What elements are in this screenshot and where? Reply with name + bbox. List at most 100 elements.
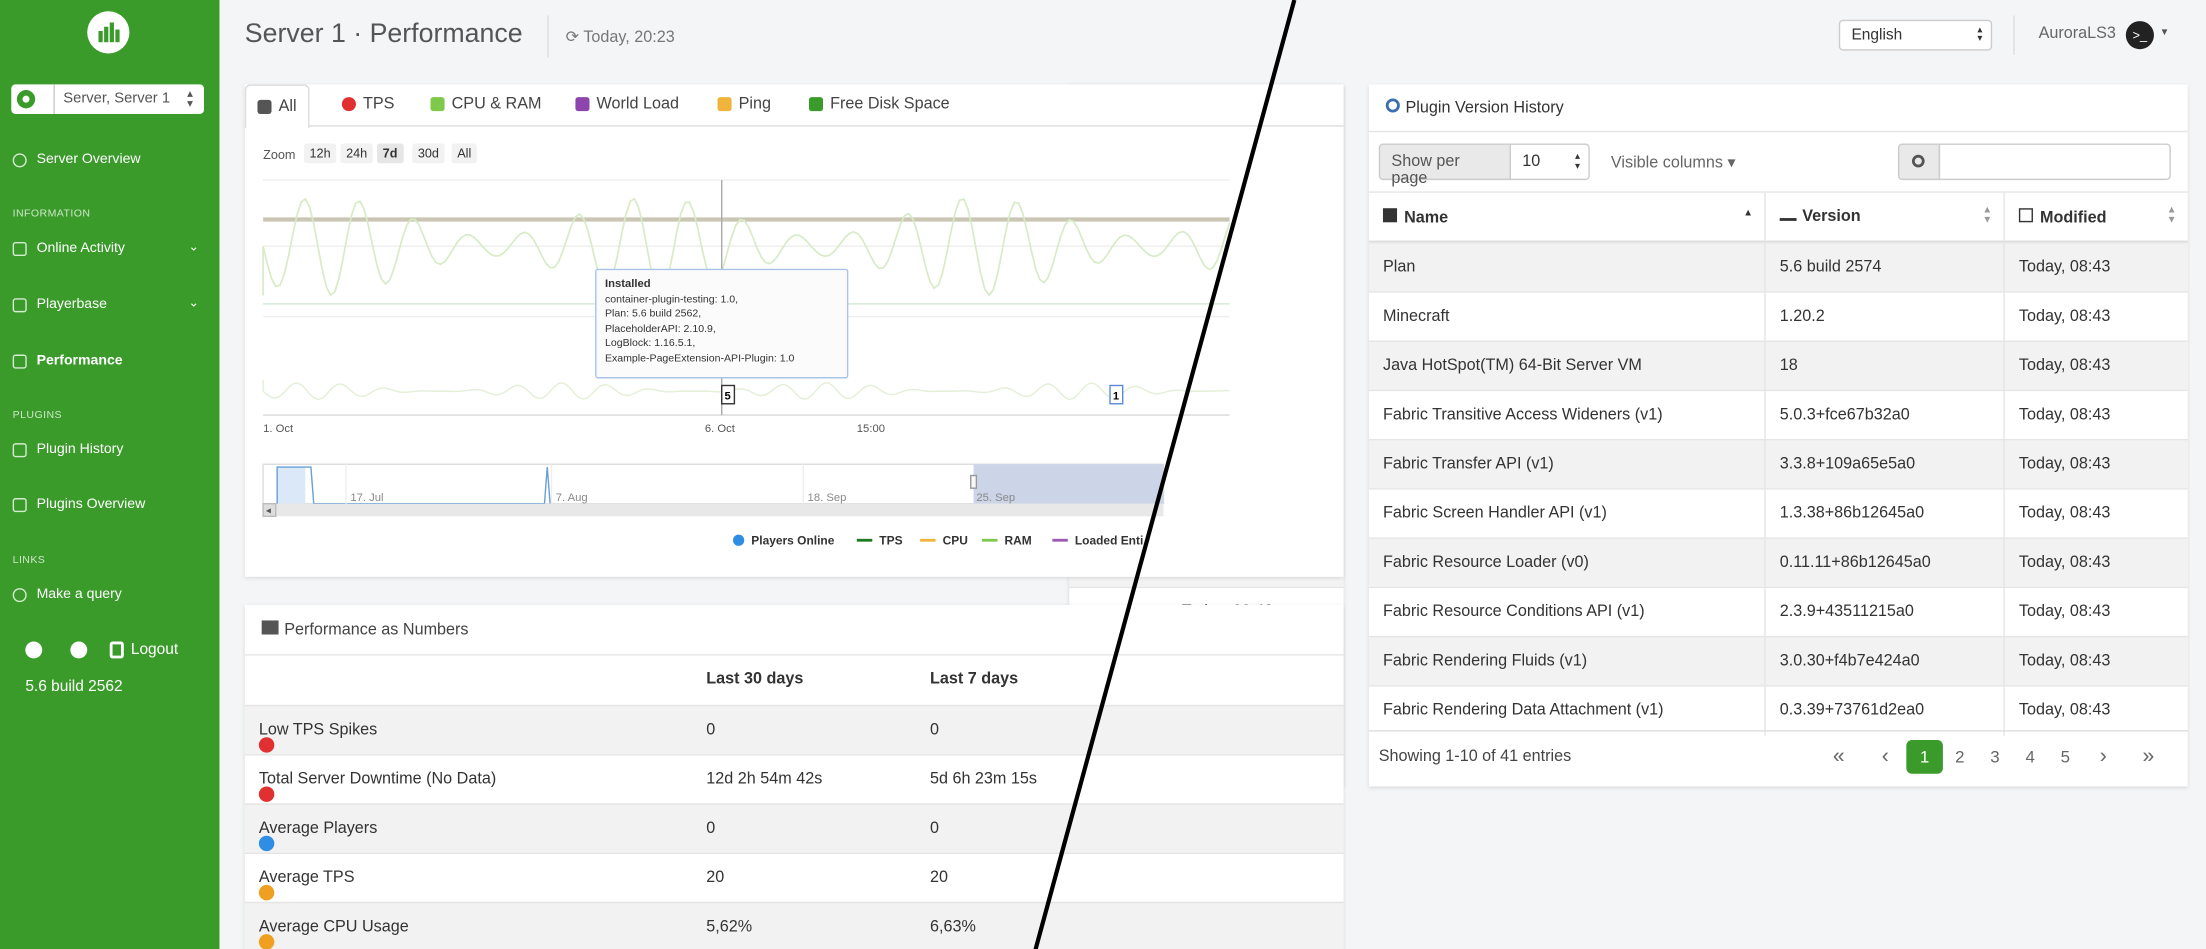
logout-label: Logout: [130, 641, 179, 659]
legend-tps[interactable]: TPS: [856, 533, 903, 547]
hdd-icon: [808, 97, 824, 112]
terminal-avatar-icon[interactable]: >_: [2125, 21, 2154, 50]
page-button[interactable]: 1: [1906, 740, 1943, 774]
help-circle-icon[interactable]: [70, 641, 88, 659]
server-select[interactable]: Server, Server 1 ▴ ▾: [11, 84, 204, 114]
sidebar-item-online-activity[interactable]: Online Activity: [12, 241, 125, 256]
plan-logo-icon[interactable]: [87, 11, 130, 54]
performance-graph[interactable]: 5 1 ◂: [245, 169, 1344, 521]
numbers-row: Average Players 0 0: [244, 803, 1344, 853]
per-page-select[interactable]: 10 ▴ ▾: [1509, 143, 1590, 181]
sort-icon: ▲ ▼: [1982, 205, 1993, 226]
next-page-button[interactable]: ›: [2099, 744, 2107, 769]
sidebar-item-plugin-history[interactable]: Plugin History: [12, 442, 123, 457]
refresh-indicator[interactable]: ⟳ Today, 20:23: [566, 27, 675, 47]
tooltip-line: Plan: 5.6 build 2562,: [604, 306, 702, 320]
metric-icon: [258, 934, 275, 949]
table-row[interactable]: Fabric Screen Handler API (v1) 1.3.38+86b…: [1368, 488, 2188, 539]
column-label: Version: [1802, 208, 1861, 226]
page-button[interactable]: 2: [1955, 747, 1965, 767]
search-button[interactable]: [1897, 143, 1941, 181]
value-30d: 20: [706, 869, 725, 887]
numbers-title: Performance as Numbers: [284, 621, 469, 639]
row-label-cell: Average TPS: [258, 869, 355, 901]
page-button[interactable]: 3: [1990, 747, 2000, 767]
tab-cpu-ram[interactable]: CPU & RAM: [430, 95, 542, 113]
last-page-button[interactable]: »: [2142, 744, 2155, 769]
page-button[interactable]: 4: [2025, 747, 2035, 767]
modified-cell: Today, 08:43: [2018, 652, 2111, 670]
name-cell: Fabric Screen Handler API (v1): [1369, 489, 1766, 539]
sidebar-item-server-overview[interactable]: Server Overview: [12, 151, 141, 168]
table-row[interactable]: Fabric Rendering Data Attachment (v1) 0.3…: [1368, 685, 2188, 736]
user-caret-icon[interactable]: ▼: [2159, 28, 2170, 38]
search-input[interactable]: [1938, 143, 2171, 181]
tab-tps[interactable]: TPS: [341, 96, 394, 113]
logout-button[interactable]: Logout: [109, 641, 179, 659]
sidebar-item-make-a-query[interactable]: Make a query: [12, 587, 122, 602]
table-row[interactable]: Plan 5.6 build 2574 Today, 08:43: [1368, 241, 2188, 293]
chevron-down-icon[interactable]: ⌄: [188, 239, 200, 254]
legend-cpu[interactable]: CPU: [920, 533, 968, 547]
zoom-12h-button[interactable]: 12h: [303, 143, 337, 164]
modified-cell: Today, 08:43: [2018, 357, 2111, 375]
sidebar-item-label: Server Overview: [36, 151, 141, 168]
tab-free-disk-space[interactable]: Free Disk Space: [808, 96, 950, 113]
chart-area-icon: [12, 241, 27, 256]
sidebar-item-label: Playerbase: [36, 296, 107, 313]
legend-players-online[interactable]: Players Online: [732, 533, 834, 547]
table-row[interactable]: Fabric Transfer API (v1) 3.3.8+109a65e5a0…: [1368, 438, 2188, 490]
cubes-icon: [12, 497, 27, 512]
username[interactable]: AuroraLS3: [2038, 25, 2116, 43]
marker-label: 1: [1113, 391, 1119, 403]
zoom-24h-button[interactable]: 24h: [340, 143, 373, 164]
language-select[interactable]: English ▴ ▾: [1838, 19, 1993, 51]
tab-label: CPU & RAM: [451, 95, 542, 113]
plugin-marker-5[interactable]: [721, 384, 736, 405]
numbers-row: Average CPU Usage 5,62% 6,63%: [244, 901, 1344, 949]
sidebar-item-playerbase[interactable]: Playerbase: [12, 296, 107, 313]
zoom-7d-button[interactable]: 7d: [377, 143, 404, 164]
navigator-scrollbar[interactable]: [263, 503, 1164, 517]
column-version-header[interactable]: Version ▲ ▼: [1766, 192, 2005, 244]
palette-icon[interactable]: [25, 641, 43, 659]
cpu-series-line: [262, 197, 1231, 297]
legend-loaded-entities[interactable]: Loaded Enti: [1052, 533, 1143, 547]
table-row[interactable]: Minecraft 1.20.2 Today, 08:43: [1368, 291, 2188, 342]
prev-page-button[interactable]: ‹: [1881, 744, 1889, 769]
table-row[interactable]: Fabric Rendering Fluids (v1) 3.0.30+f4b7e…: [1368, 635, 2188, 687]
version-cell: 1.20.2: [1766, 292, 2005, 342]
column-modified-header[interactable]: Modified ▲ ▼: [2005, 193, 2188, 244]
table-row[interactable]: Java HotSpot(TM) 64-Bit Server VM 18 Today…: [1368, 340, 2188, 392]
plugin-marker-1[interactable]: [1109, 384, 1124, 405]
row-label-cell: Average Players: [258, 820, 377, 852]
column-name-header[interactable]: Name ▲: [1369, 192, 1766, 244]
table-row[interactable]: Fabric Resource Loader (v0) 0.11.11+86b12…: [1368, 537, 2188, 589]
row-label: Average TPS: [258, 869, 355, 887]
legend-marker: [856, 538, 873, 542]
metric-icon: [258, 786, 275, 802]
name-cell: Fabric Transfer API (v1): [1369, 440, 1766, 490]
legend-ram[interactable]: RAM: [982, 533, 1032, 547]
tab-ping[interactable]: Ping: [717, 96, 771, 113]
table-row[interactable]: Fabric Resource Conditions API (v1) 2.3.9…: [1368, 586, 2188, 638]
first-page-button[interactable]: «: [1832, 744, 1845, 769]
chevron-down-icon[interactable]: ⌄: [188, 295, 200, 310]
plugin-history-header: Plugin Version History: [1368, 84, 2188, 133]
version-cell: 1.3.38+86b12645a0: [1766, 489, 2005, 539]
navigator-selection[interactable]: [973, 464, 1164, 504]
cogs-icon: [257, 99, 272, 114]
graph-tooltip: Installed container-plugin-testing: 1.0,…: [595, 268, 849, 379]
sidebar-item-plugins-overview[interactable]: Plugins Overview: [12, 497, 145, 512]
page-button[interactable]: 5: [2060, 747, 2071, 767]
zoom-all-button[interactable]: All: [451, 143, 477, 164]
tooltip-line: PlaceholderAPI: 2.10.9,: [604, 321, 716, 335]
table-row[interactable]: Fabric Transitive Access Wideners (v1) 5.…: [1368, 389, 2188, 441]
tab-world-load[interactable]: World Load: [575, 96, 679, 113]
plugin-table-header: Name ▲ Version ▲ ▼ Modified ▲ ▼: [1368, 191, 2188, 244]
sidebar-item-performance[interactable]: Performance: [12, 353, 123, 369]
legend-marker: [982, 538, 998, 542]
tab-all[interactable]: All: [244, 84, 310, 129]
visible-columns-dropdown[interactable]: Visible columns ▾: [1610, 154, 1736, 172]
zoom-30d-button[interactable]: 30d: [412, 143, 445, 164]
